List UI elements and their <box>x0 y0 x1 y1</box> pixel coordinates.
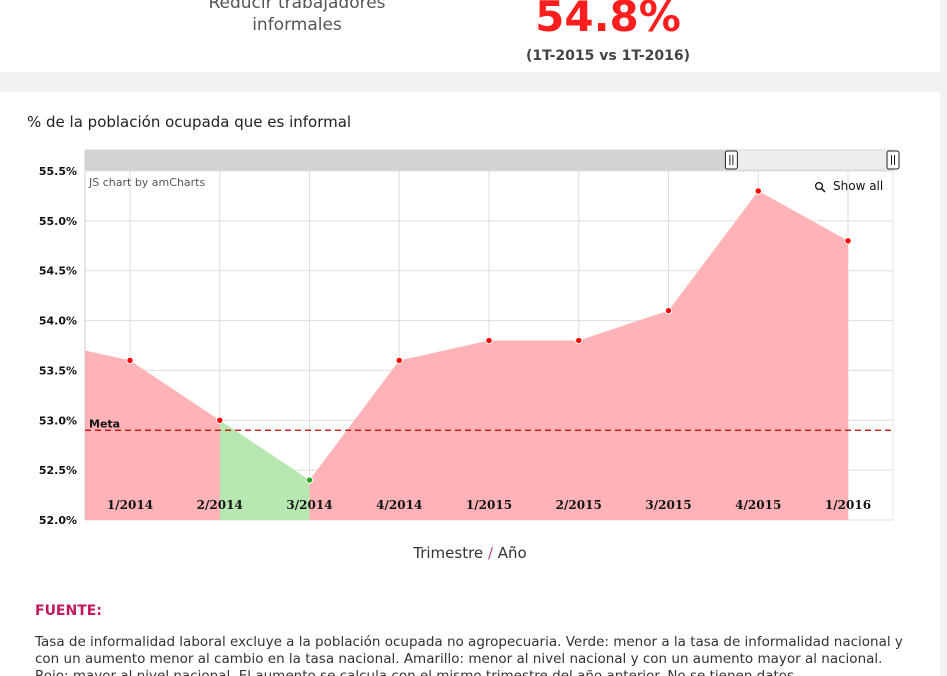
zoom-icon <box>814 181 824 191</box>
data-point-8[interactable] <box>754 187 762 195</box>
y-axis-tick-label: 54.0% <box>39 315 77 328</box>
y-axis-tick-label: 52.5% <box>39 464 77 477</box>
data-point-5[interactable] <box>485 336 493 345</box>
x-axis-title-part-1: Trimestre <box>413 544 488 562</box>
chart-title: % de la población ocupada que es informa… <box>27 113 352 131</box>
goal-label: Reducir trabajadores informales <box>208 0 386 35</box>
zoom-icon-handle <box>820 187 826 193</box>
x-axis-title-part-2: Año <box>497 544 527 562</box>
target-label: Meta <box>89 417 120 430</box>
x-axis-tick-label: 1/2015 <box>466 498 512 512</box>
y-axis-tick-label: 53.0% <box>39 414 77 427</box>
data-point-7[interactable] <box>664 306 673 315</box>
kpi-comparison: (1T-2015 vs 1T-2016) <box>525 48 691 64</box>
amcharts-credit[interactable]: JS chart by amCharts <box>88 176 205 189</box>
y-axis-tick-label: 54.5% <box>39 265 77 278</box>
x-axis-tick-label: 1/2014 <box>107 498 153 512</box>
x-axis-tick-label: 3/2015 <box>645 498 691 512</box>
x-axis-title: Trimestre / Año <box>0 543 940 563</box>
source-heading: FUENTE: <box>35 603 102 619</box>
chart-card: % de la población ocupada que es informa… <box>0 92 940 676</box>
area-chart: 52.0% 52.5% 53.0% 53.5% 54.0% 54.5% 55.0% 55.5%… <box>39 149 900 527</box>
x-axis-tick-label: 4/2014 <box>376 498 422 512</box>
show-all-zoom-control[interactable]: Show all <box>814 179 884 193</box>
summary-card: Reducir trabajadores informales 54.8% (1… <box>0 0 940 72</box>
data-point-9[interactable] <box>844 237 852 245</box>
kpi-value: 54.8% <box>535 0 681 41</box>
data-point-4[interactable] <box>395 356 403 365</box>
scrollbar-left-handle[interactable] <box>724 150 738 170</box>
data-point-6[interactable] <box>575 336 583 345</box>
data-point-2[interactable] <box>216 416 224 424</box>
x-axis-tick-label: 2/2015 <box>556 498 602 512</box>
informal-area-red <box>85 190 848 520</box>
data-point-3[interactable] <box>305 476 314 484</box>
scrollbar-selected-range[interactable] <box>85 150 732 170</box>
x-axis-tick-label: 4/2015 <box>735 498 781 512</box>
y-axis-tick-label: 53.5% <box>39 364 77 377</box>
data-point-1[interactable] <box>126 356 134 365</box>
show-all-label[interactable]: Show all <box>833 179 883 193</box>
y-axis-tick-label: 55.5% <box>39 165 77 178</box>
source-text: Tasa de informalidad laboral excluye a l… <box>35 634 903 676</box>
x-axis-tick-label: 3/2014 <box>286 498 332 512</box>
y-axis-tick-label: 52.0% <box>39 514 77 527</box>
x-axis-tick-label: 1/2016 <box>825 498 871 512</box>
x-axis-title-slash: / <box>487 544 493 562</box>
x-axis-tick-label: 2/2014 <box>197 498 243 512</box>
informal-area-green <box>219 420 310 520</box>
y-axis-tick-label: 55.0% <box>39 215 77 228</box>
scrollbar-right-handle[interactable] <box>886 150 900 170</box>
